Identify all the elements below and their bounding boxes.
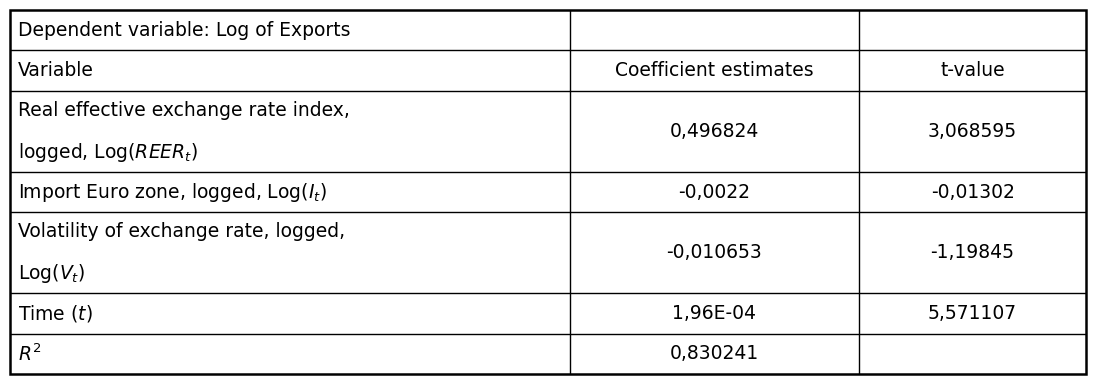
Text: 0,830241: 0,830241 bbox=[670, 344, 760, 363]
Text: -0,010653: -0,010653 bbox=[666, 243, 763, 262]
Text: logged, Log($\mathit{REER}_t$): logged, Log($\mathit{REER}_t$) bbox=[18, 141, 198, 164]
Text: t-value: t-value bbox=[940, 61, 1005, 80]
Text: Real effective exchange rate index,: Real effective exchange rate index, bbox=[18, 101, 350, 120]
Text: 3,068595: 3,068595 bbox=[928, 122, 1017, 141]
Text: Time ($\mathit{t}$): Time ($\mathit{t}$) bbox=[18, 303, 93, 324]
Text: $\mathit{R}^2$: $\mathit{R}^2$ bbox=[18, 343, 42, 364]
Text: Variable: Variable bbox=[18, 61, 94, 80]
Text: Dependent variable: Log of Exports: Dependent variable: Log of Exports bbox=[18, 21, 351, 40]
Text: Volatility of exchange rate, logged,: Volatility of exchange rate, logged, bbox=[18, 222, 345, 241]
Text: Log($\mathit{V}_t$): Log($\mathit{V}_t$) bbox=[18, 262, 85, 285]
Text: 0,496824: 0,496824 bbox=[670, 122, 760, 141]
Text: Coefficient estimates: Coefficient estimates bbox=[615, 61, 813, 80]
Text: -1,19845: -1,19845 bbox=[931, 243, 1015, 262]
Text: Import Euro zone, logged, Log($\mathit{I}_t$): Import Euro zone, logged, Log($\mathit{I… bbox=[18, 180, 327, 204]
Text: 1,96E-04: 1,96E-04 bbox=[673, 304, 756, 323]
Text: -0,01302: -0,01302 bbox=[931, 182, 1015, 202]
Text: -0,0022: -0,0022 bbox=[678, 182, 751, 202]
Text: 5,571107: 5,571107 bbox=[928, 304, 1017, 323]
